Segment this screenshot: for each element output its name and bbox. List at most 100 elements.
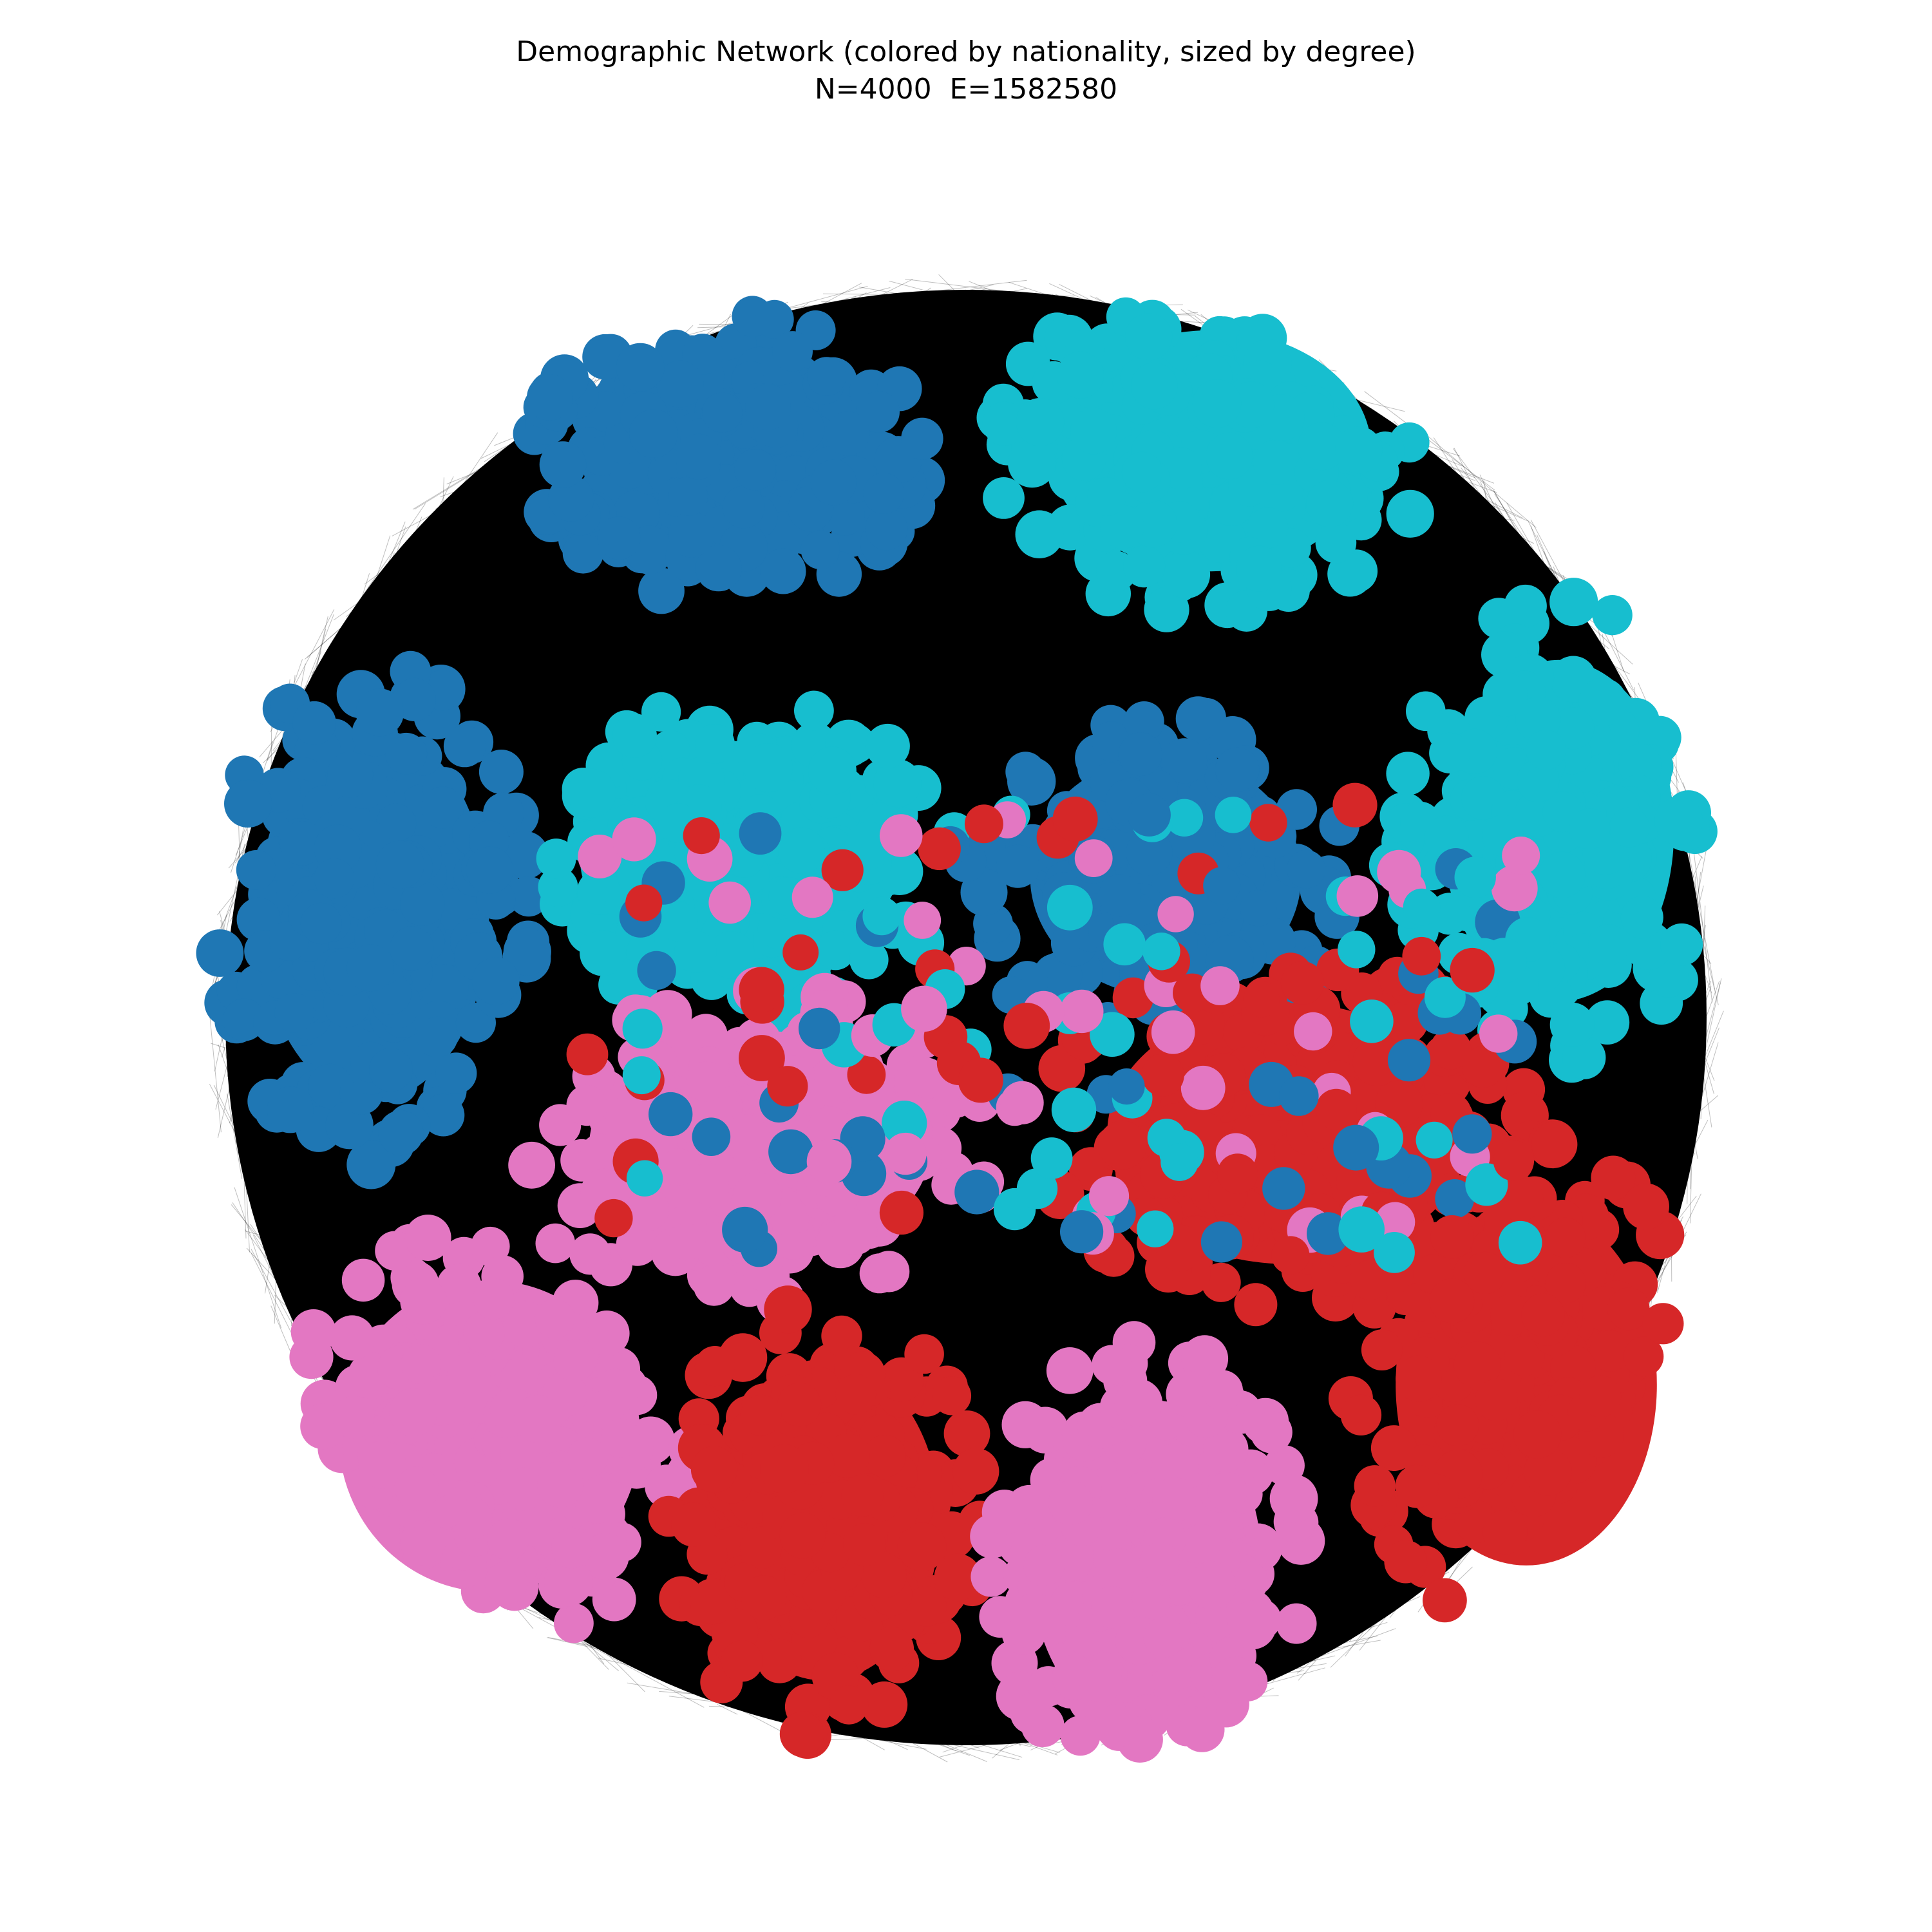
node xyxy=(862,896,901,936)
edge xyxy=(227,1094,243,1179)
node xyxy=(404,1215,451,1261)
node xyxy=(1513,1410,1562,1459)
node xyxy=(346,1140,396,1189)
edge xyxy=(1697,905,1706,1114)
node xyxy=(1249,804,1287,842)
node xyxy=(791,876,833,918)
node xyxy=(1132,1582,1171,1621)
node xyxy=(1046,884,1093,931)
node xyxy=(826,412,870,456)
edge xyxy=(251,1126,261,1208)
node xyxy=(694,1346,735,1387)
node xyxy=(1125,313,1173,361)
edge xyxy=(1375,429,1609,694)
node xyxy=(1386,752,1430,795)
node xyxy=(982,401,1027,446)
node xyxy=(1521,1293,1565,1337)
node xyxy=(1332,782,1378,828)
node xyxy=(1402,936,1441,976)
node xyxy=(1215,797,1252,833)
node xyxy=(1589,1330,1631,1372)
node xyxy=(487,1518,529,1560)
edge xyxy=(822,1728,927,1750)
node xyxy=(1660,923,1703,966)
node xyxy=(1137,1210,1174,1247)
node xyxy=(622,1056,661,1095)
node xyxy=(1352,1037,1401,1086)
node xyxy=(1271,1236,1310,1274)
node xyxy=(656,360,704,408)
node xyxy=(625,1188,669,1231)
node xyxy=(346,944,394,992)
node xyxy=(739,1526,782,1569)
node xyxy=(879,814,923,857)
node xyxy=(1200,1221,1242,1263)
node xyxy=(873,759,922,808)
node xyxy=(1403,888,1441,926)
node xyxy=(1361,1329,1403,1371)
edge xyxy=(209,1015,222,1133)
node xyxy=(1092,1345,1132,1385)
node xyxy=(723,1114,770,1162)
node xyxy=(582,1533,629,1580)
node xyxy=(601,1418,640,1458)
node xyxy=(1298,422,1346,471)
node xyxy=(1386,489,1434,538)
node xyxy=(1524,1448,1572,1496)
node xyxy=(1074,839,1113,877)
node xyxy=(1387,1039,1431,1082)
node xyxy=(1227,381,1274,428)
node xyxy=(574,1477,621,1524)
node xyxy=(1087,477,1126,516)
node xyxy=(901,417,943,460)
node xyxy=(1609,807,1649,848)
node xyxy=(1424,976,1466,1018)
node xyxy=(612,714,657,758)
node xyxy=(567,768,616,818)
node xyxy=(1206,432,1253,480)
mixed-nodes xyxy=(566,782,1550,1274)
node xyxy=(585,1390,625,1430)
node xyxy=(279,821,325,866)
node xyxy=(1166,1370,1213,1417)
node xyxy=(539,441,587,488)
edge xyxy=(1567,642,1631,675)
node xyxy=(684,1014,728,1057)
node xyxy=(1624,1336,1664,1377)
node xyxy=(1354,1465,1396,1507)
edge xyxy=(1694,909,1719,1005)
node xyxy=(686,1061,726,1102)
node xyxy=(692,1117,731,1156)
node xyxy=(1131,363,1178,410)
node xyxy=(1060,1210,1104,1254)
node xyxy=(1306,480,1354,527)
node xyxy=(901,985,947,1032)
node xyxy=(767,1066,808,1107)
node xyxy=(1021,1410,1063,1451)
edge xyxy=(345,439,562,618)
node xyxy=(1607,1287,1650,1331)
node xyxy=(779,1512,826,1558)
node xyxy=(463,1311,505,1354)
node xyxy=(1377,849,1421,894)
node xyxy=(831,1209,878,1255)
node xyxy=(696,545,742,592)
edge xyxy=(882,298,1144,320)
node xyxy=(1579,1375,1622,1417)
node xyxy=(478,750,524,794)
edge xyxy=(1433,464,1587,667)
node xyxy=(882,1101,927,1146)
node xyxy=(1430,1215,1474,1259)
node xyxy=(1126,829,1173,876)
edge xyxy=(1610,630,1624,672)
node xyxy=(868,1251,910,1293)
edge xyxy=(232,1059,262,1227)
edge xyxy=(516,1596,683,1662)
node xyxy=(755,299,794,339)
edge xyxy=(606,1622,618,1633)
node xyxy=(1003,1003,1050,1049)
node xyxy=(668,476,708,516)
node xyxy=(1100,504,1144,549)
edge xyxy=(239,1028,247,1239)
node xyxy=(1144,587,1189,632)
